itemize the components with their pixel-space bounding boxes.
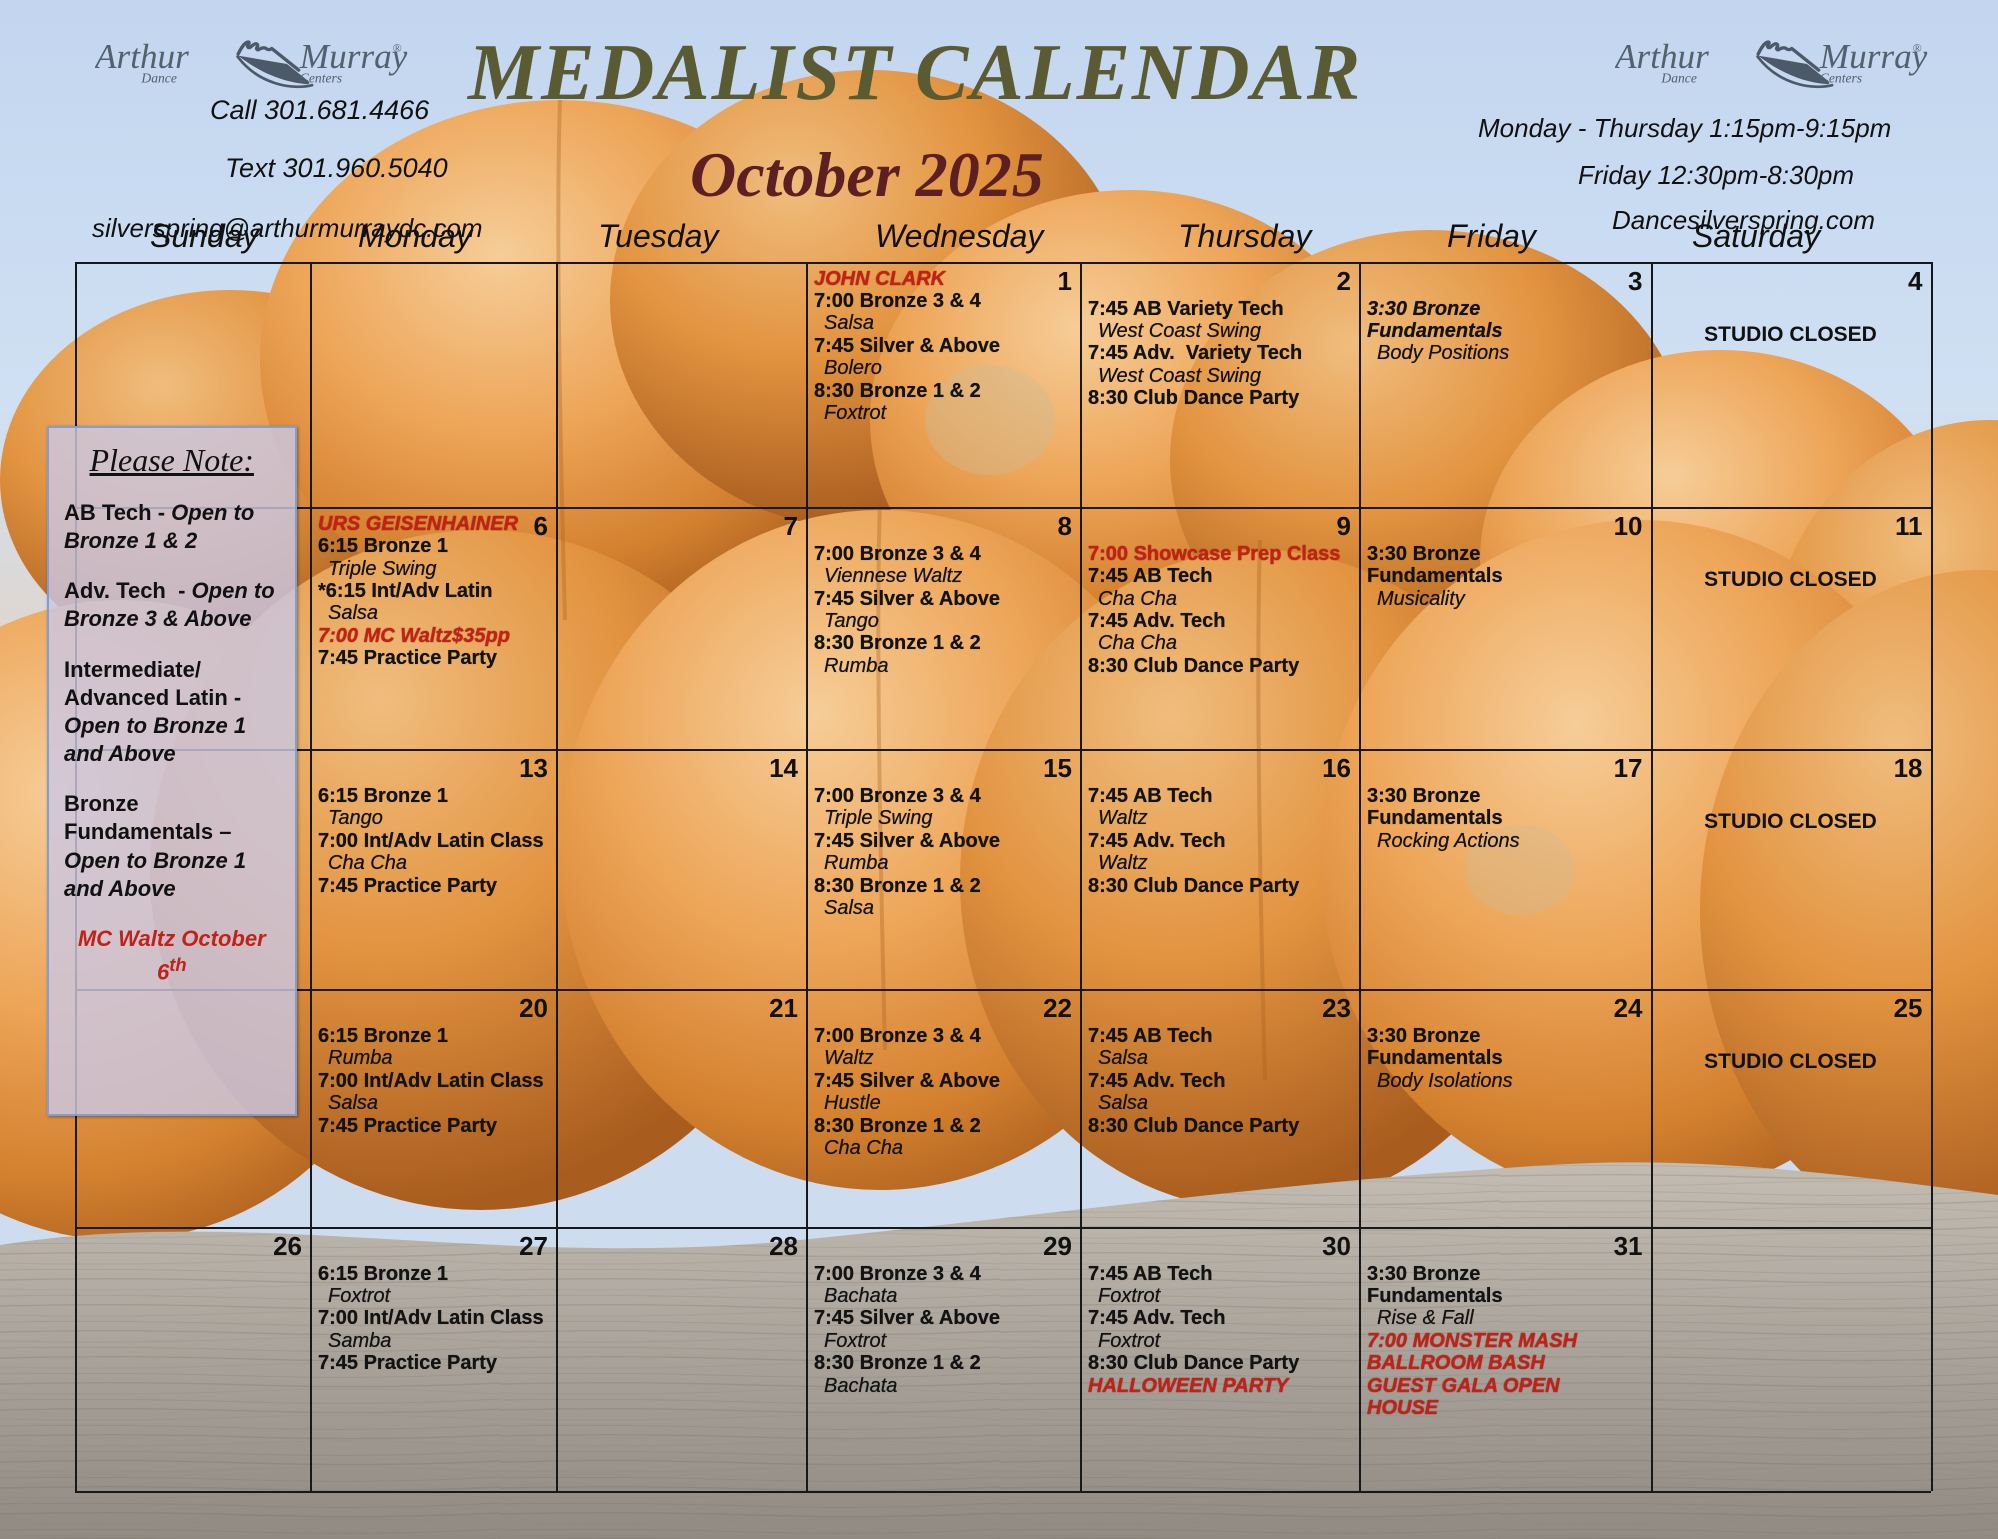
svg-text:®: ® — [393, 41, 402, 55]
svg-text:Dance: Dance — [140, 70, 176, 85]
svg-text:Centers: Centers — [300, 70, 342, 85]
svg-text:®: ® — [1913, 41, 1922, 55]
svg-text:Centers: Centers — [1820, 70, 1862, 85]
svg-text:Dance: Dance — [1660, 70, 1696, 85]
